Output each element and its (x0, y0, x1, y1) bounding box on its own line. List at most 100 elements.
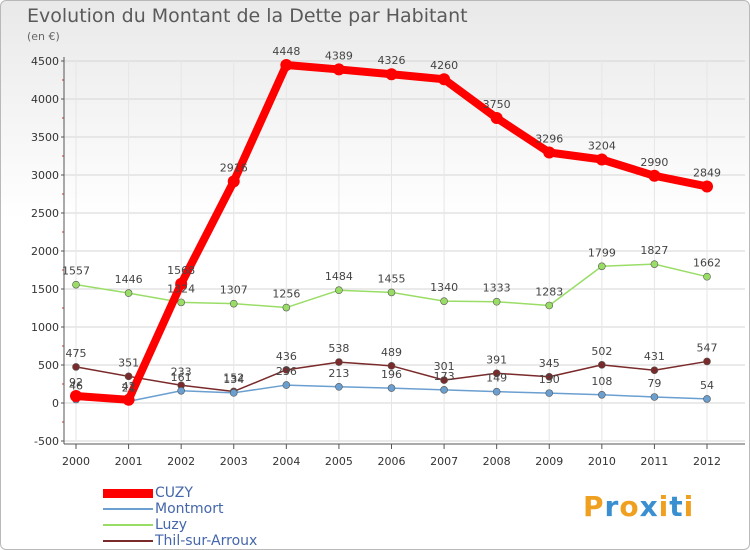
data-label: 547 (697, 341, 718, 354)
x-tick-label: 2005 (325, 455, 353, 468)
data-label: 489 (381, 346, 402, 359)
data-point (438, 73, 451, 86)
legend-label: Thil-sur-Arroux (155, 533, 258, 549)
data-point (545, 389, 554, 397)
data-point (598, 262, 606, 271)
data-label: 152 (223, 371, 244, 384)
data-label: 130 (539, 373, 560, 386)
data-point (490, 112, 503, 124)
x-tick-label: 2002 (167, 455, 195, 468)
data-label: 3204 (588, 139, 616, 152)
data-label: 3296 (535, 133, 563, 146)
data-label: 92 (69, 376, 83, 389)
x-tick-label: 2012 (693, 455, 721, 468)
data-point (280, 58, 293, 71)
logo-letter: x (639, 490, 659, 523)
chart-legend: CUZY Montmort Luzy Thil-sur-Arroux (103, 485, 257, 549)
data-label: 1283 (535, 285, 563, 298)
data-point (385, 68, 398, 81)
data-point (545, 372, 554, 381)
data-label: 1799 (588, 246, 616, 259)
data-label: 1307 (220, 284, 248, 297)
x-tick-label: 2000 (62, 455, 90, 468)
data-label: 1256 (272, 288, 300, 301)
data-label: 149 (486, 372, 507, 385)
data-point (282, 366, 291, 374)
data-label: 1333 (483, 282, 511, 295)
data-label: 54 (700, 379, 714, 392)
data-point (650, 260, 659, 268)
data-point (332, 63, 345, 76)
data-point (282, 303, 291, 312)
logo-letter: r (604, 490, 620, 523)
data-label: 2916 (220, 161, 248, 174)
y-tick-label: 1500 (31, 283, 59, 296)
y-tick-label: 0 (52, 397, 59, 410)
data-point (701, 180, 713, 193)
data-label: 108 (591, 375, 612, 388)
y-tick-label: 4500 (31, 55, 59, 68)
y-tick-label: 2000 (31, 245, 59, 258)
legend-item: CUZY (103, 485, 257, 501)
chart-title: Evolution du Montant de la Dette par Hab… (27, 5, 468, 27)
data-label: 134 (223, 373, 244, 386)
data-label: 79 (647, 377, 661, 390)
legend-label: Luzy (155, 517, 188, 533)
data-point (703, 272, 711, 281)
y-tick-label: 3500 (31, 131, 59, 144)
x-tick-label: 2006 (378, 455, 406, 468)
legend-swatch (103, 524, 153, 526)
data-label: 475 (66, 347, 87, 360)
data-point (72, 280, 80, 289)
data-label: 436 (276, 350, 297, 363)
data-label: 236 (276, 365, 297, 378)
y-tick-label: -500 (34, 435, 59, 448)
data-point (440, 376, 448, 384)
data-label: 301 (434, 360, 455, 373)
legend-label: CUZY (155, 485, 193, 501)
data-label: 213 (328, 367, 349, 380)
x-tick-label: 2004 (272, 455, 300, 468)
data-point (598, 390, 606, 399)
data-label: 1455 (378, 272, 406, 285)
data-point (282, 381, 291, 389)
data-point (177, 386, 185, 395)
data-point (124, 372, 133, 381)
y-tick-label: 3000 (31, 169, 59, 182)
data-label: 1446 (115, 273, 143, 286)
data-label: 173 (434, 370, 455, 383)
x-tick-label: 2010 (588, 455, 616, 468)
x-tick-label: 2003 (220, 455, 248, 468)
data-point (648, 169, 661, 182)
data-label: 2849 (693, 166, 721, 179)
chart-unit-label: (en €) (27, 30, 60, 43)
y-tick-label: 500 (38, 359, 59, 372)
data-point (335, 286, 343, 295)
data-point (650, 366, 659, 375)
logo-letter: t (669, 490, 684, 523)
data-point (72, 363, 80, 371)
legend-label: Montmort (155, 501, 224, 517)
data-label: 1324 (167, 282, 195, 295)
data-label: 1340 (430, 281, 458, 294)
data-point (440, 297, 448, 305)
data-point (703, 395, 711, 403)
data-point (229, 389, 238, 397)
data-point (492, 369, 501, 378)
legend-item: Montmort (103, 501, 257, 517)
data-label: 46 (69, 380, 83, 393)
y-tick-label: 2500 (31, 207, 59, 220)
data-point (595, 153, 608, 166)
data-point (335, 383, 343, 391)
legend-item: Thil-sur-Arroux (103, 533, 257, 549)
data-label: 1484 (325, 270, 353, 283)
logo-letter: i (658, 490, 670, 523)
data-label: 2990 (640, 156, 668, 169)
data-label: 1827 (640, 244, 668, 257)
data-point (335, 358, 343, 366)
data-label: 4448 (272, 45, 300, 58)
data-point (598, 361, 606, 369)
x-tick-label: 2001 (115, 455, 143, 468)
data-label: 4260 (430, 59, 458, 72)
data-point (122, 393, 135, 406)
